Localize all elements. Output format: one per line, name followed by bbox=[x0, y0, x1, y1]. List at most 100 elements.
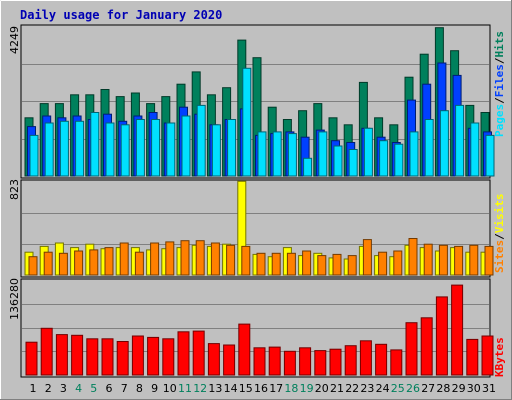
day-label-31: 31 bbox=[482, 382, 496, 395]
kbytes-bar-day-14 bbox=[223, 344, 236, 376]
kbytes-bar-day-4 bbox=[71, 334, 84, 376]
pages-bar-day-29 bbox=[455, 104, 465, 177]
sites-bar-day-25 bbox=[393, 250, 403, 276]
sites-bar-day-18 bbox=[286, 252, 296, 276]
day-label-11: 11 bbox=[178, 382, 192, 395]
sites-bar-day-21 bbox=[332, 253, 342, 276]
legend-sites: Sites bbox=[493, 240, 506, 273]
legend-visits: Visits bbox=[493, 194, 506, 234]
pages-bar-day-23 bbox=[363, 127, 373, 177]
sites-bar-day-30 bbox=[469, 244, 479, 276]
chart-title: Daily usage for January 2020 bbox=[20, 8, 222, 22]
pages-bar-day-24 bbox=[379, 140, 389, 177]
day-label-1: 1 bbox=[30, 382, 37, 395]
kbytes-bar-day-7 bbox=[116, 341, 129, 376]
pages-bar-day-22 bbox=[348, 149, 358, 177]
kbytes-bar-day-11 bbox=[177, 331, 190, 376]
hits-ymax-label: 4249 bbox=[8, 26, 21, 54]
sites-bar-day-31 bbox=[484, 245, 494, 276]
pages-bar-day-11 bbox=[181, 115, 191, 177]
pages-bar-day-19 bbox=[303, 157, 313, 177]
sites-bar-day-6 bbox=[104, 247, 114, 276]
day-label-9: 9 bbox=[151, 382, 158, 395]
pages-bar-day-2 bbox=[44, 122, 54, 177]
pages-bar-day-9 bbox=[151, 119, 161, 177]
kbytes-bar-day-21 bbox=[329, 348, 342, 376]
pages-bar-day-16 bbox=[257, 131, 267, 177]
legend-files: Files bbox=[493, 64, 506, 97]
day-label-30: 30 bbox=[467, 382, 481, 395]
sites-bar-day-1 bbox=[28, 256, 38, 276]
sites-bar-day-19 bbox=[302, 250, 312, 276]
pages-bar-day-25 bbox=[394, 143, 404, 177]
day-label-15: 15 bbox=[239, 382, 253, 395]
day-label-10: 10 bbox=[163, 382, 177, 395]
hits-legend: Pages/Files/Hits bbox=[493, 31, 506, 137]
sites-bar-day-20 bbox=[317, 255, 327, 276]
pages-bar-day-26 bbox=[409, 131, 419, 177]
legend-hits: Hits bbox=[493, 31, 506, 58]
day-label-28: 28 bbox=[436, 382, 450, 395]
kbytes-bar-day-6 bbox=[101, 338, 114, 376]
sites-bar-day-4 bbox=[74, 250, 84, 276]
pages-bar-day-1 bbox=[29, 134, 39, 177]
sites-bar-day-12 bbox=[195, 240, 205, 276]
sites-bar-day-28 bbox=[438, 244, 448, 276]
kbytes-bar-day-25 bbox=[390, 349, 403, 376]
day-label-6: 6 bbox=[106, 382, 113, 395]
bars bbox=[24, 27, 495, 376]
pages-bar-day-17 bbox=[272, 131, 282, 177]
pages-bar-day-20 bbox=[318, 131, 328, 177]
sites-bar-day-27 bbox=[423, 243, 433, 276]
sites-bar-day-14 bbox=[226, 244, 236, 276]
pages-bar-day-10 bbox=[166, 122, 176, 177]
sites-bar-day-16 bbox=[256, 252, 266, 276]
kbytes-bar-day-29 bbox=[451, 284, 464, 376]
day-label-16: 16 bbox=[254, 382, 268, 395]
day-label-12: 12 bbox=[193, 382, 207, 395]
pages-bar-day-7 bbox=[120, 124, 130, 177]
legend-sep-2: / bbox=[493, 57, 506, 64]
sites-bar-day-26 bbox=[408, 238, 418, 276]
day-label-19: 19 bbox=[300, 382, 314, 395]
pages-bar-day-13 bbox=[211, 124, 221, 177]
sites-bar-day-24 bbox=[378, 251, 388, 276]
kbytes-bar-day-12 bbox=[192, 330, 205, 376]
sites-bar-day-7 bbox=[119, 242, 129, 276]
kbytes-bar-day-2 bbox=[40, 327, 53, 376]
pages-bar-day-8 bbox=[135, 119, 145, 177]
kbytes-bar-day-18 bbox=[283, 350, 296, 376]
sites-bar-day-17 bbox=[271, 252, 281, 276]
day-label-24: 24 bbox=[376, 382, 390, 395]
day-label-25: 25 bbox=[391, 382, 405, 395]
sites-bar-day-2 bbox=[43, 251, 53, 276]
pages-bar-day-14 bbox=[227, 119, 237, 177]
day-label-3: 3 bbox=[60, 382, 67, 395]
pages-bar-day-4 bbox=[75, 120, 85, 177]
kbytes-legend: KBytes bbox=[493, 337, 506, 377]
kbytes-bar-day-27 bbox=[420, 317, 433, 376]
legend-sep-1: / bbox=[493, 97, 506, 104]
pages-bar-day-21 bbox=[333, 145, 343, 177]
kbytes-bar-day-10 bbox=[162, 338, 175, 376]
kbytes-bar-day-23 bbox=[359, 340, 372, 376]
sites-bar-day-29 bbox=[454, 245, 464, 276]
visits-legend: Sites/Visits bbox=[493, 194, 506, 274]
kbytes-bar-day-16 bbox=[253, 347, 266, 376]
day-label-13: 13 bbox=[208, 382, 222, 395]
kbytes-bar-day-15 bbox=[238, 323, 251, 376]
kbytes-bar-day-22 bbox=[344, 345, 357, 376]
legend-kbytes: KBytes bbox=[493, 337, 506, 377]
sites-bar-day-3 bbox=[58, 252, 68, 276]
sites-bar-day-9 bbox=[150, 242, 160, 276]
kbytes-bar-day-20 bbox=[314, 350, 327, 376]
pages-bar-day-28 bbox=[439, 110, 449, 177]
day-label-8: 8 bbox=[136, 382, 143, 395]
day-label-2: 2 bbox=[45, 382, 52, 395]
sites-bar-day-23 bbox=[362, 239, 372, 276]
day-label-23: 23 bbox=[360, 382, 374, 395]
sites-bar-day-11 bbox=[180, 240, 190, 276]
day-label-20: 20 bbox=[315, 382, 329, 395]
